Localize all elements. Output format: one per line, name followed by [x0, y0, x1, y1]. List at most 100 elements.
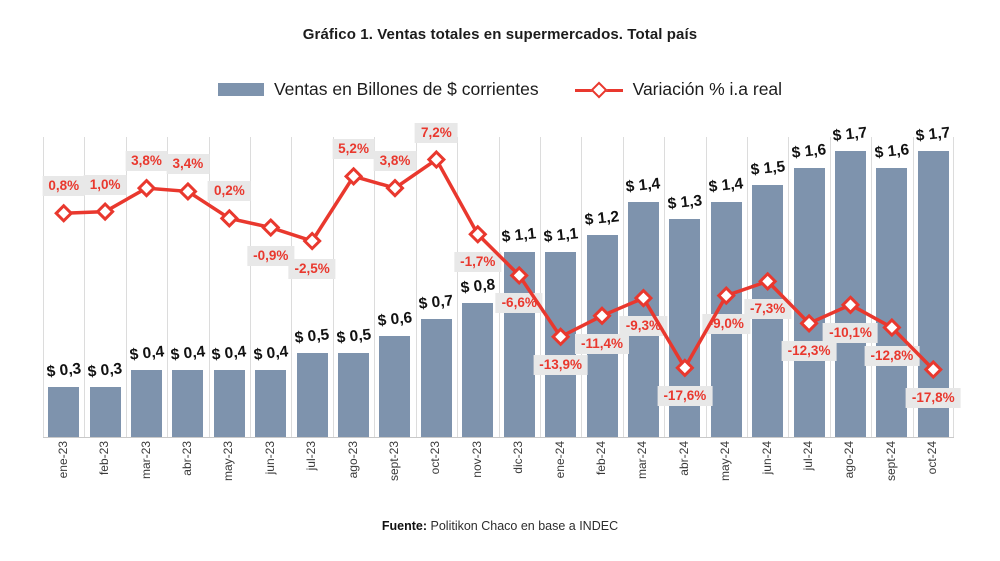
bar [255, 369, 287, 437]
diamond-marker-icon [385, 178, 405, 198]
diamond-marker-icon [633, 288, 654, 308]
diamond-marker-icon [882, 317, 902, 338]
gridline [43, 137, 44, 437]
bar [420, 319, 452, 437]
gridline [125, 137, 127, 437]
legend-line-label: Variación % i.a real [632, 79, 783, 99]
gridline [374, 137, 376, 437]
gridline [457, 137, 459, 437]
line-point-label: 0,8% [42, 176, 86, 197]
x-axis-label: dic-23 [511, 441, 526, 474]
x-axis-label: jul-23 [304, 441, 319, 471]
x-axis-label: jun-24 [759, 441, 774, 475]
diamond-marker-icon [509, 265, 529, 286]
gridline [498, 137, 500, 437]
x-axis-label: jun-23 [262, 441, 277, 475]
line-point-label: 7,2% [414, 122, 458, 143]
x-axis-label: mar-24 [635, 441, 650, 480]
line-point-label: -12,8% [864, 345, 920, 366]
x-axis-label: ene-24 [552, 441, 567, 479]
x-axis-label: abr-24 [676, 441, 691, 476]
gridline [953, 137, 954, 437]
diamond-marker-icon [219, 208, 239, 228]
legend-bars-label: Ventas en Billones de $ corrientes [273, 79, 539, 99]
line-point-label: -17,8% [905, 387, 961, 408]
x-axis-label: oct-24 [925, 441, 940, 475]
gridline [332, 137, 334, 437]
gridline [291, 137, 293, 437]
line-point-label: -2,5% [288, 259, 336, 279]
gridline [415, 137, 417, 437]
diamond-marker-icon [758, 271, 778, 291]
legend: Ventas en Billones de $ corrientes Varia… [0, 79, 1000, 100]
bar [338, 353, 370, 437]
bar-series-swatch-icon [217, 83, 264, 96]
bar [131, 369, 163, 437]
gridline [871, 137, 873, 437]
diamond-marker-icon [590, 81, 608, 98]
x-axis-label: mar-23 [138, 441, 153, 480]
x-axis-label: feb-24 [594, 441, 609, 476]
bar [213, 369, 245, 437]
gridline [539, 137, 541, 437]
line-point-label: -11,4% [575, 333, 630, 354]
chart-title: Gráfico 1. Ventas totales en supermercad… [302, 26, 698, 43]
diamond-marker-icon [716, 285, 736, 306]
diamond-marker-icon [302, 231, 322, 251]
gridline [829, 137, 831, 437]
gridline [705, 137, 707, 437]
diamond-marker-icon [468, 224, 488, 244]
diamond-marker-icon [95, 201, 115, 222]
gridline [250, 137, 252, 437]
diamond-marker-icon [592, 306, 612, 326]
x-axis-label: may-24 [718, 441, 733, 482]
line-point-label: -6,6% [495, 293, 543, 314]
x-axis-label: sept-24 [883, 441, 898, 482]
line-point-label: -12,3% [781, 341, 837, 362]
x-axis-label: jul-24 [801, 441, 816, 471]
gridline [581, 137, 583, 437]
x-axis-label: may-23 [221, 441, 236, 482]
diamond-marker-icon [343, 166, 364, 186]
bar [89, 386, 121, 437]
bar [48, 386, 80, 437]
x-axis-label: ago-24 [842, 441, 857, 479]
x-axis-label: oct-23 [428, 441, 443, 475]
source-text: Politikon Chaco en base a INDEC [427, 519, 619, 533]
bar [876, 168, 908, 437]
line-point-label: -13,9% [533, 354, 588, 375]
bar [462, 302, 494, 437]
legend-item-line: Variación % i.a real [574, 79, 783, 100]
line-point-label: -0,9% [247, 245, 295, 266]
diamond-marker-icon [675, 358, 695, 378]
x-axis-label: ago-23 [345, 441, 360, 479]
x-axis-label: ene-23 [55, 441, 70, 479]
line-series-marker-icon [574, 81, 623, 98]
diamond-marker-icon [54, 203, 74, 223]
diamond-marker-icon [426, 149, 447, 170]
x-axis-label: abr-23 [179, 441, 194, 476]
source-note: Fuente: Politikon Chaco en base a INDEC [0, 519, 1000, 533]
gridline [788, 137, 790, 437]
variation-line-layer [54, 149, 943, 380]
variation-line [63, 156, 935, 372]
gridline [84, 137, 86, 437]
line-point-label: 0,2% [207, 181, 251, 202]
line-point-label: -7,3% [744, 299, 792, 320]
bar [793, 168, 825, 437]
diamond-marker-icon [923, 359, 943, 380]
x-axis-label: nov-23 [469, 441, 484, 478]
gridline [622, 137, 624, 437]
x-axis-label: feb-23 [97, 441, 112, 476]
diamond-marker-icon [178, 181, 198, 202]
line-point-label: 3,8% [125, 151, 168, 172]
line-point-label: 3,4% [166, 154, 210, 175]
gridline [167, 137, 169, 437]
gridline [664, 137, 666, 437]
x-axis-label: sept-23 [386, 441, 401, 482]
line-point-label: 3,8% [373, 151, 417, 172]
diamond-marker-icon [261, 217, 281, 238]
plot-area: $ 0,3 $ 0,3 $ 0,4 $ 0,4 $ 0,4 $ 0,4 $ 0,5 $ 0,5… [42, 122, 961, 438]
line-point-label: -1,7% [454, 252, 502, 273]
